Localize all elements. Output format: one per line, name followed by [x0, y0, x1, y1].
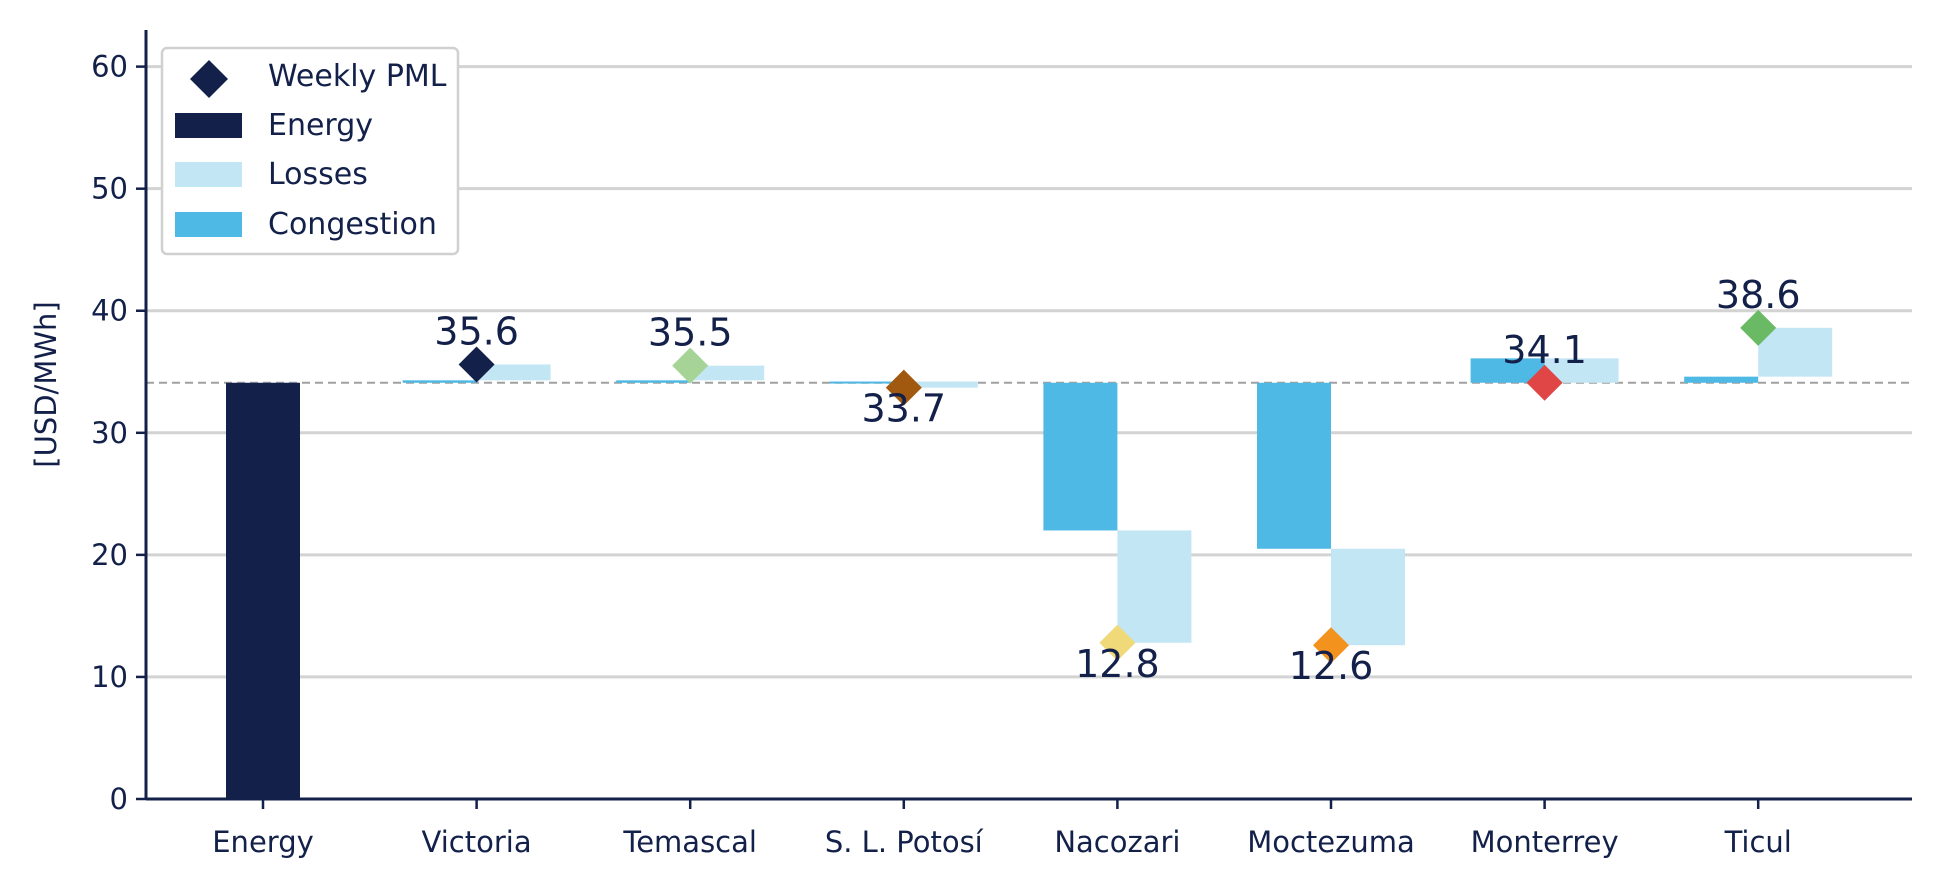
- ticks: 0 10 20 30 40 50 60 Energy Victoria Temascal S. L.…: [91, 50, 1792, 859]
- y-tick-label: 30: [91, 416, 128, 450]
- axes: [144, 30, 1912, 801]
- x-tick-label: Monterrey: [1471, 825, 1619, 859]
- y-tick-label: 40: [91, 294, 128, 328]
- legend-swatch-marker: [190, 60, 228, 98]
- weekly-pml-marker: [1099, 624, 1136, 661]
- bars: [226, 327, 1833, 799]
- legend-label: Losses: [268, 157, 368, 192]
- x-tick-label: Nacozari: [1054, 825, 1180, 859]
- y-tick-label: 20: [91, 538, 128, 572]
- weekly-pml-marker: [672, 347, 709, 384]
- weekly-pml-marker: [1740, 309, 1777, 346]
- energy-bar: [226, 382, 300, 799]
- weekly-pml-marker: [1526, 364, 1563, 401]
- x-tick-label: Energy: [212, 825, 314, 859]
- data-label: 12.6: [1289, 644, 1374, 688]
- x-tick-label: Victoria: [422, 825, 532, 859]
- y-tick-label: 50: [91, 172, 128, 206]
- y-tick-label: 0: [110, 782, 128, 816]
- legend: Weekly PML Energy Losses Congestion: [160, 46, 460, 256]
- x-tick-label: S. L. Potosí: [825, 825, 984, 859]
- congestion-bar: [829, 381, 904, 384]
- y-axis-title: [USD/MWh]: [29, 301, 63, 467]
- legend-swatch-losses: [175, 162, 242, 187]
- legend-swatch-congestion: [175, 212, 242, 237]
- data-labels: 35.6 35.5 33.7 12.8 12.6 34.1 38.6: [434, 273, 1800, 688]
- losses-bar: [690, 365, 765, 381]
- data-label: 38.6: [1716, 273, 1801, 317]
- legend-label: Congestion: [268, 207, 437, 242]
- congestion-bar: [1684, 376, 1759, 383]
- data-label: 12.8: [1075, 642, 1160, 686]
- data-label: 33.7: [861, 387, 946, 431]
- y-tick-label: 60: [91, 50, 128, 84]
- legend-label: Weekly PML: [268, 59, 447, 94]
- congestion-bar: [616, 380, 691, 383]
- congestion-bar: [402, 380, 477, 383]
- losses-bar: [1331, 548, 1405, 646]
- weekly-pml-marker: [1313, 627, 1349, 664]
- weekly-pml-marker: [458, 346, 495, 383]
- x-tick-label: Moctezuma: [1247, 825, 1415, 859]
- y-tick-label: 10: [91, 660, 128, 694]
- losses-bar: [1117, 530, 1192, 643]
- legend-swatch-energy: [175, 113, 242, 138]
- weekly-pml-markers: [458, 309, 1777, 664]
- losses-bar: [1758, 327, 1833, 377]
- losses-bar: [903, 381, 978, 388]
- x-tick-label: Ticul: [1724, 825, 1792, 859]
- data-label: 34.1: [1502, 328, 1587, 372]
- congestion-bar: [1257, 382, 1331, 549]
- data-label: 35.5: [648, 311, 733, 355]
- losses-bar: [476, 364, 551, 381]
- data-label: 35.6: [434, 309, 519, 353]
- x-tick-label: Temascal: [622, 825, 757, 859]
- congestion-bar: [1043, 382, 1118, 531]
- legend-label: Energy: [268, 108, 373, 143]
- legend-box: [160, 46, 460, 256]
- weekly-pml-marker: [885, 369, 922, 406]
